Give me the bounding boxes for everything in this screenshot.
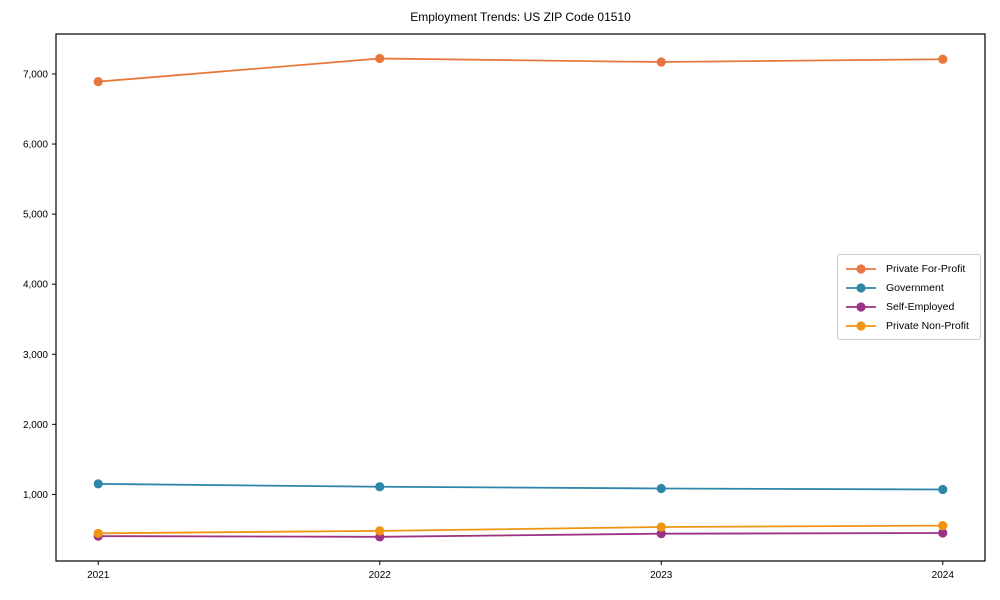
y-tick-label: 4,000 [23, 280, 48, 291]
chart-title: Employment Trends: US ZIP Code 01510 [410, 10, 631, 24]
legend: Private For-Profit Government Self-Employe… [837, 254, 981, 340]
legend-label: Private Non-Profit [886, 319, 969, 332]
data-point-government-2023 [656, 483, 666, 494]
series-line-self-employed [98, 532, 943, 538]
y-tick-label: 7,000 [23, 69, 48, 80]
series-line-private-for-profit [98, 57, 943, 83]
series-line-private-non-profit [98, 524, 943, 535]
y-tick-label: 2,000 [23, 420, 48, 431]
legend-label: Government [886, 281, 944, 294]
legend-marker-icon [846, 263, 876, 274]
data-point-self-employed-2024 [938, 528, 948, 538]
data-point-government-2024 [938, 484, 948, 495]
legend-label: Self-Employed [886, 300, 955, 313]
data-point-government-2022 [375, 482, 385, 492]
data-point-private-non-profit-2021 [93, 528, 103, 538]
y-tick-label: 6,000 [23, 140, 48, 151]
data-point-self-employed-2023 [656, 529, 666, 539]
data-point-private-for-profit-2022 [375, 53, 385, 64]
legend-marker-icon [846, 320, 876, 331]
y-tick-label: 5,000 [23, 210, 48, 221]
data-point-private-for-profit-2021 [93, 77, 103, 87]
data-point-private-for-profit-2024 [938, 54, 948, 64]
legend-marker-icon [846, 282, 876, 293]
legend-label: Private For-Profit [886, 262, 966, 275]
legend-item-private-for-profit: Private For-Profit [845, 259, 980, 278]
data-point-government-2021 [93, 479, 103, 489]
y-tick-label: 1,000 [23, 490, 48, 501]
legend-item-government: Government [845, 278, 980, 297]
x-tick-label: 2024 [932, 570, 955, 581]
legend-marker-icon [846, 301, 876, 312]
data-point-private-for-profit-2023 [656, 57, 666, 67]
legend-item-self-employed: Self-Employed [845, 297, 980, 316]
data-point-private-non-profit-2024 [938, 521, 948, 531]
data-point-private-non-profit-2023 [656, 522, 666, 532]
x-tick-label: 2022 [369, 570, 392, 581]
plot-border [55, 33, 986, 562]
legend-item-private-non-profit: Private Non-Profit [845, 316, 980, 335]
data-point-private-non-profit-2022 [375, 526, 385, 536]
x-tick-label: 2023 [650, 570, 673, 581]
x-tick-label: 2021 [87, 570, 110, 581]
series-line-government [98, 483, 943, 491]
y-tick-label: 3,000 [23, 350, 48, 361]
